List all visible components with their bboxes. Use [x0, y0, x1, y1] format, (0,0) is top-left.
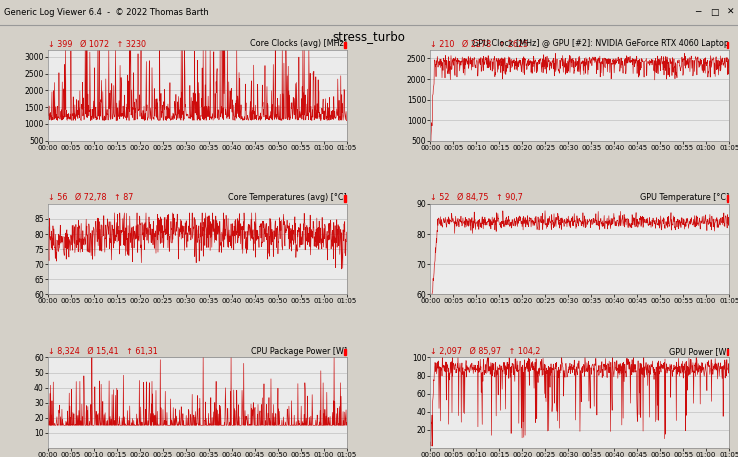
- Text: ─: ─: [694, 8, 700, 17]
- Text: ↓ 52   Ø 84,75   ↑ 90,7: ↓ 52 Ø 84,75 ↑ 90,7: [430, 193, 523, 202]
- Text: □: □: [710, 8, 719, 17]
- Text: ↓ 210   Ø 2278   ↑ 2625: ↓ 210 Ø 2278 ↑ 2625: [430, 39, 528, 48]
- Text: Core Clocks (avg) [MHz]: Core Clocks (avg) [MHz]: [249, 39, 347, 48]
- Text: ↓ 399   Ø 1072   ↑ 3230: ↓ 399 Ø 1072 ↑ 3230: [48, 39, 146, 48]
- Text: GPU Power [W]: GPU Power [W]: [669, 347, 729, 356]
- Text: stress_turbo: stress_turbo: [333, 30, 405, 43]
- Text: GPU Temperature [°C]: GPU Temperature [°C]: [640, 193, 729, 202]
- Text: ✕: ✕: [727, 8, 734, 17]
- Text: CPU Package Power [W]: CPU Package Power [W]: [251, 347, 347, 356]
- Text: Generic Log Viewer 6.4  -  © 2022 Thomas Barth: Generic Log Viewer 6.4 - © 2022 Thomas B…: [4, 8, 208, 17]
- Text: GPU Clock [MHz] @ GPU [#2]: NVIDIA GeForce RTX 4060 Laptop: GPU Clock [MHz] @ GPU [#2]: NVIDIA GeFor…: [472, 39, 729, 48]
- Text: ↓ 8,324   Ø 15,41   ↑ 61,31: ↓ 8,324 Ø 15,41 ↑ 61,31: [48, 347, 158, 356]
- Text: ↓ 2,097   Ø 85,97   ↑ 104,2: ↓ 2,097 Ø 85,97 ↑ 104,2: [430, 347, 541, 356]
- Text: Core Temperatures (avg) [°C]: Core Temperatures (avg) [°C]: [228, 193, 347, 202]
- Text: ↓ 56   Ø 72,78   ↑ 87: ↓ 56 Ø 72,78 ↑ 87: [48, 193, 134, 202]
